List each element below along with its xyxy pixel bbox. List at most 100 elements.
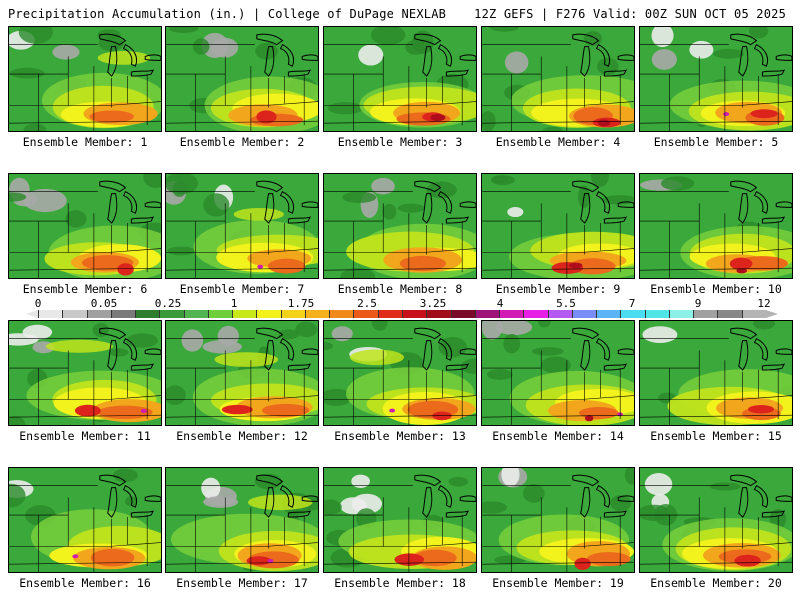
colorbar-swatch [183,310,209,318]
valid-time: 12Z GEFS | F276 Valid: 00Z SUN OCT 05 20… [474,7,786,21]
colorbar-tick-label: 9 [694,297,702,310]
colorbar-swatch [571,310,597,318]
ensemble-panel [323,173,477,279]
panel-label: Ensemble Member: 7 [179,282,305,296]
ensemble-panel [639,173,793,279]
colorbar-tick-label: 12 [757,297,771,310]
ensemble-panel [165,173,319,279]
colorbar-swatch [353,310,379,318]
colorbar-tick-label: 0 [34,297,42,310]
panel-label: Ensemble Member: 1 [22,135,148,149]
ensemble-panel [8,173,162,279]
ensemble-panel [481,26,635,132]
panel-label: Ensemble Member: 2 [179,135,305,149]
colorbar-swatch [232,310,257,318]
title: Precipitation Accumulation (in.) | Colle… [8,7,447,21]
panel-label: Ensemble Member: 4 [495,135,621,149]
ensemble-panel [323,320,477,426]
colorbar-swatch [38,310,63,318]
colorbar-swatch [693,310,718,318]
colorbar-swatch [159,310,185,318]
colorbar [38,310,767,318]
colorbar-swatch [207,310,233,318]
panel-label: Ensemble Member: 5 [653,135,779,149]
colorbar-swatch [86,310,112,318]
colorbar-swatch [304,310,330,318]
colorbar-swatch [547,310,573,318]
precip-map [482,468,634,572]
ensemble-panel [639,320,793,426]
ensemble-panel [323,467,477,573]
precip-map [9,468,161,572]
precip-map [324,174,476,278]
colorbar-swatch [523,310,549,318]
colorbar-swatch [135,310,160,318]
colorbar-swatch [426,310,452,318]
precip-map [324,27,476,131]
precip-map [640,321,792,425]
panel-label: Ensemble Member: 10 [650,282,782,296]
colorbar-tick-label: 1 [230,297,238,310]
precip-map [166,468,318,572]
precip-map [324,468,476,572]
ensemble-panel [8,320,162,426]
colorbar-swatch [450,310,476,318]
ensemble-panel [8,467,162,573]
ensemble-panel [481,173,635,279]
precip-map [482,174,634,278]
colorbar-swatch [377,310,403,318]
precip-map [640,468,792,572]
precip-map [9,27,161,131]
colorbar-swatch [402,310,427,318]
panel-label: Ensemble Member: 3 [337,135,463,149]
panel-label: Ensemble Member: 11 [19,429,151,443]
ensemble-panel [8,26,162,132]
panel-label: Ensemble Member: 20 [650,576,782,590]
ensemble-panel [639,467,793,573]
colorbar-swatch [717,310,743,318]
ensemble-panel [165,467,319,573]
ensemble-panel [639,26,793,132]
panel-label: Ensemble Member: 6 [22,282,148,296]
colorbar-arrow-left [26,310,38,318]
colorbar-tick-label: 2.5 [357,297,377,310]
panel-label: Ensemble Member: 15 [650,429,782,443]
colorbar-swatch [741,310,767,318]
ensemble-panel [323,26,477,132]
panel-label: Ensemble Member: 19 [492,576,624,590]
ensemble-panel [165,26,319,132]
panel-label: Ensemble Member: 17 [176,576,308,590]
colorbar-swatch [256,310,282,318]
precip-map [482,27,634,131]
panel-label: Ensemble Member: 18 [334,576,466,590]
precip-map [482,321,634,425]
panel-label: Ensemble Member: 12 [176,429,308,443]
ensemble-panel [481,320,635,426]
colorbar-tick-label: 4 [496,297,504,310]
colorbar-tick-label: 0.25 [154,297,182,310]
panel-label: Ensemble Member: 9 [495,282,621,296]
colorbar-arrow-right [766,310,778,318]
colorbar-swatch [499,310,524,318]
colorbar-swatch [62,310,88,318]
panel-label: Ensemble Member: 16 [19,576,151,590]
panel-label: Ensemble Member: 13 [334,429,466,443]
colorbar-swatch [280,310,306,318]
panel-label: Ensemble Member: 8 [337,282,463,296]
colorbar-tick-label: 5.5 [556,297,576,310]
precip-map [640,27,792,131]
colorbar-swatch [644,310,670,318]
ensemble-panel [165,320,319,426]
colorbar-swatch [668,310,694,318]
colorbar-tick-label: 1.75 [287,297,315,310]
precip-map [166,174,318,278]
precip-map [166,321,318,425]
colorbar-swatch [474,310,500,318]
precip-map [9,321,161,425]
colorbar-tick-label: 3.25 [419,297,447,310]
colorbar-tick-label: 0.05 [90,297,118,310]
panel-label: Ensemble Member: 14 [492,429,624,443]
precip-map [640,174,792,278]
colorbar-swatch [596,310,621,318]
precip-map [166,27,318,131]
